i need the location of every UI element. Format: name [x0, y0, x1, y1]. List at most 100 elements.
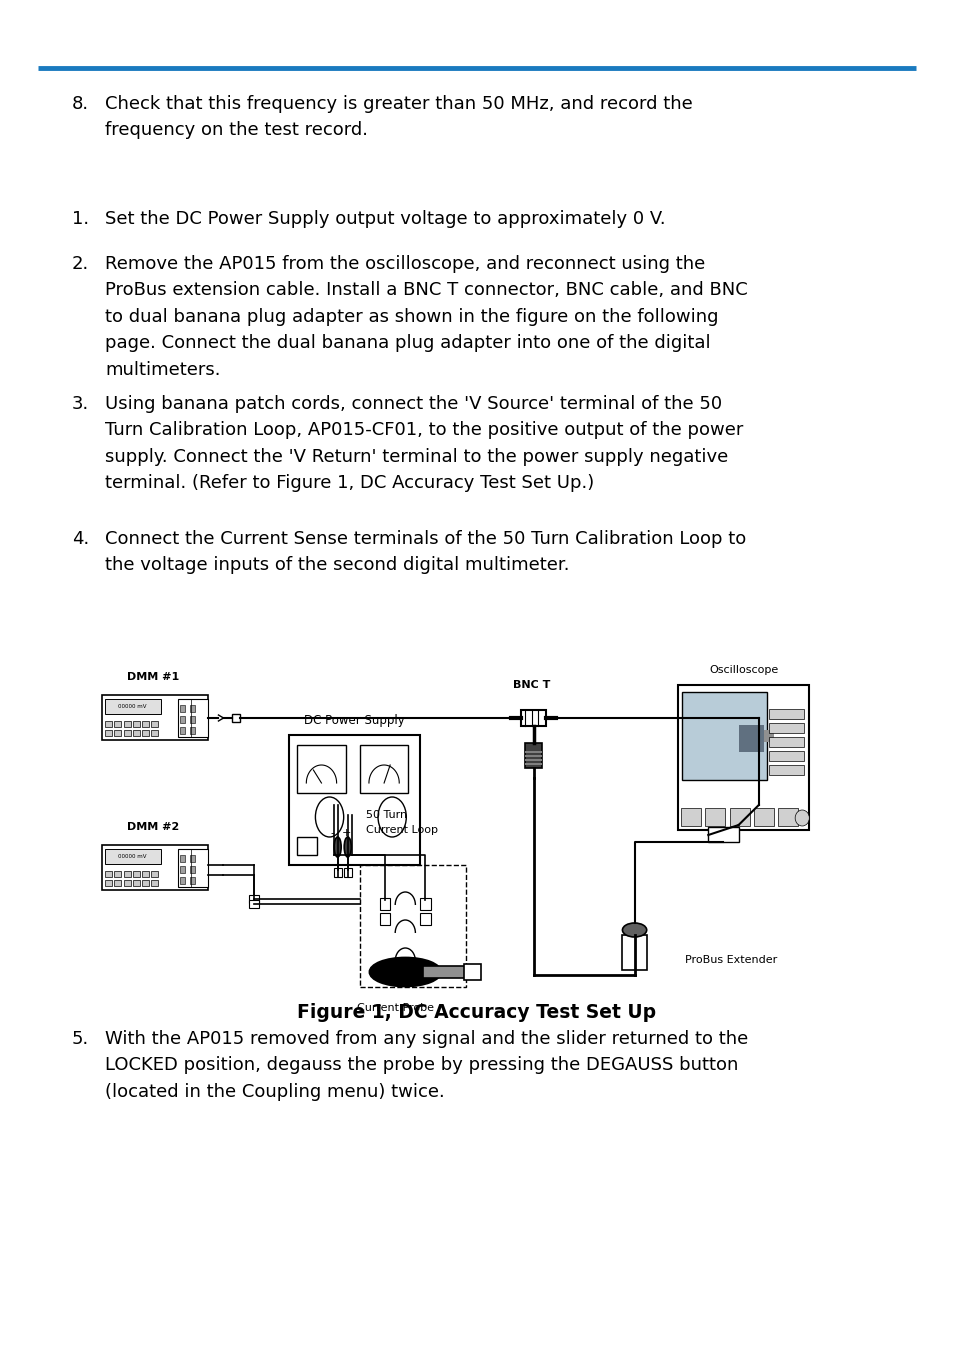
Bar: [423, 965, 465, 978]
Bar: [768, 709, 803, 719]
Bar: [190, 716, 195, 723]
Bar: [132, 720, 139, 727]
Ellipse shape: [795, 810, 808, 826]
Text: 1.: 1.: [71, 210, 89, 227]
Text: ProBus Extender: ProBus Extender: [684, 955, 777, 965]
Bar: [343, 868, 352, 877]
Bar: [114, 880, 121, 886]
Bar: [123, 880, 131, 886]
Bar: [114, 720, 121, 727]
Bar: [102, 845, 208, 890]
Text: Check that this frequency is greater than 50 MHz, and record the
frequency on th: Check that this frequency is greater tha…: [105, 95, 692, 139]
Bar: [768, 737, 803, 747]
Bar: [249, 900, 258, 909]
Bar: [178, 699, 208, 737]
Bar: [114, 730, 121, 737]
Text: DMM #1: DMM #1: [127, 672, 179, 682]
Bar: [190, 867, 195, 873]
Bar: [768, 751, 803, 761]
Text: BNC T: BNC T: [513, 680, 550, 691]
Bar: [151, 730, 157, 737]
Text: 3.: 3.: [71, 395, 90, 413]
Bar: [190, 727, 195, 734]
Ellipse shape: [621, 923, 646, 937]
Text: Using banana patch cords, connect the 'V Source' terminal of the 50
Turn Calibra: Using banana patch cords, connect the 'V…: [105, 395, 742, 493]
Text: DC Power Supply: DC Power Supply: [304, 714, 405, 727]
Text: With the AP015 removed from any signal and the slider returned to the
LOCKED pos: With the AP015 removed from any signal a…: [105, 1030, 747, 1101]
Bar: [753, 808, 773, 826]
Bar: [297, 745, 345, 793]
Bar: [525, 743, 541, 768]
Bar: [180, 716, 185, 723]
Text: Figure 1, DC Accuracy Test Set Up: Figure 1, DC Accuracy Test Set Up: [297, 1003, 656, 1022]
Text: Current Loop: Current Loop: [366, 825, 437, 835]
Bar: [105, 720, 112, 727]
Bar: [359, 865, 465, 987]
Text: Set the DC Power Supply output voltage to approximately 0 V.: Set the DC Power Supply output voltage t…: [105, 210, 665, 227]
Bar: [680, 808, 700, 826]
Bar: [151, 871, 157, 877]
Bar: [142, 730, 149, 737]
Bar: [707, 827, 738, 842]
Bar: [123, 730, 131, 737]
Bar: [379, 898, 390, 910]
Bar: [151, 720, 157, 727]
Bar: [132, 730, 139, 737]
Bar: [190, 854, 195, 862]
Text: 00000 mV: 00000 mV: [118, 704, 147, 709]
Bar: [359, 745, 408, 793]
Bar: [232, 714, 239, 722]
Bar: [621, 936, 646, 969]
Bar: [420, 898, 430, 910]
Bar: [180, 705, 185, 712]
Bar: [123, 871, 131, 877]
Bar: [180, 854, 185, 862]
Bar: [105, 871, 112, 877]
Bar: [132, 871, 139, 877]
Bar: [420, 913, 430, 925]
Bar: [463, 964, 480, 980]
Bar: [105, 880, 112, 886]
Ellipse shape: [370, 959, 440, 986]
Text: 2.: 2.: [71, 255, 90, 274]
Text: DMM #2: DMM #2: [127, 822, 179, 831]
Text: 4.: 4.: [71, 529, 90, 548]
Text: Current Probe: Current Probe: [356, 1003, 434, 1013]
Bar: [151, 880, 157, 886]
Bar: [142, 880, 149, 886]
Bar: [525, 756, 541, 757]
Bar: [681, 692, 766, 780]
Bar: [297, 837, 317, 854]
Bar: [525, 760, 541, 761]
Bar: [768, 723, 803, 733]
Text: Connect the Current Sense terminals of the 50 Turn Calibration Loop to
the volta: Connect the Current Sense terminals of t…: [105, 529, 745, 574]
Text: Oscilloscope: Oscilloscope: [708, 665, 778, 676]
Bar: [763, 730, 773, 742]
Bar: [521, 709, 545, 726]
Bar: [132, 880, 139, 886]
Bar: [190, 705, 195, 712]
Bar: [379, 913, 390, 925]
Ellipse shape: [315, 798, 343, 837]
Bar: [525, 764, 541, 765]
Bar: [105, 730, 112, 737]
Bar: [105, 699, 161, 714]
Ellipse shape: [377, 798, 406, 837]
Text: Remove the AP015 from the oscilloscope, and reconnect using the
ProBus extension: Remove the AP015 from the oscilloscope, …: [105, 255, 747, 379]
Bar: [729, 808, 749, 826]
Bar: [768, 765, 803, 774]
Bar: [180, 867, 185, 873]
Text: -  +: - +: [331, 829, 352, 838]
Bar: [525, 751, 541, 753]
Bar: [289, 735, 420, 865]
Bar: [778, 808, 798, 826]
Bar: [105, 849, 161, 864]
Bar: [738, 724, 763, 751]
Bar: [123, 720, 131, 727]
Bar: [102, 695, 208, 741]
Bar: [142, 720, 149, 727]
Bar: [334, 868, 341, 877]
Text: 00000 mV: 00000 mV: [118, 854, 147, 860]
Bar: [180, 877, 185, 884]
Bar: [142, 871, 149, 877]
